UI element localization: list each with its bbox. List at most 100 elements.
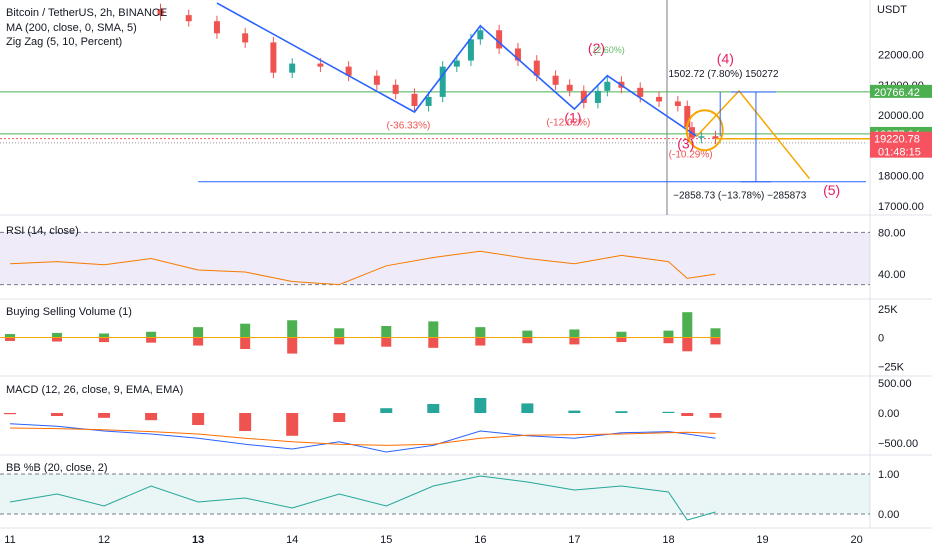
volume-sell-bar [663, 337, 674, 344]
candle-body [477, 30, 484, 40]
volume-sell-bar [428, 337, 439, 348]
macd-histogram-bar [662, 411, 675, 413]
rsi-pane[interactable]: 80.00 40.00 [0, 227, 906, 286]
candle-body [289, 63, 296, 73]
time-tick-label: 15 [380, 534, 392, 546]
volume-buy-bar [146, 331, 157, 338]
wave-label: (4) [717, 51, 734, 67]
volume-sell-bar [287, 337, 298, 354]
candle-body [514, 48, 521, 61]
bb-legend[interactable]: BB %B (20, close, 2) [6, 462, 108, 474]
candle-body [453, 60, 460, 67]
rsi-line [9, 250, 716, 286]
candle-body [637, 87, 644, 97]
time-tick-label: 11 [4, 534, 15, 546]
time-tick-label: 12 [98, 534, 110, 546]
volume-buy-bar [52, 332, 63, 338]
candle-body [242, 33, 249, 43]
macd-histogram-bar [239, 413, 252, 431]
volume-sell-bar [146, 337, 157, 343]
price-level-label: 19220.78 [874, 134, 920, 146]
volume-sell-bar [569, 337, 580, 345]
volume-buy-bar [193, 327, 204, 338]
time-axis[interactable]: 11 12 13 14 15 16 17 18 19 20 [4, 534, 862, 546]
macd-signal-line [9, 427, 716, 446]
bb-band [0, 474, 870, 514]
time-tick-label: 14 [286, 534, 298, 546]
volume-sell-bar [475, 337, 486, 346]
volume-legend[interactable]: Buying Selling Volume (1) [6, 306, 132, 318]
candle-body [656, 96, 663, 102]
candle-body [566, 84, 573, 91]
volume-buy-bar [710, 328, 721, 338]
volume-buy-bar [287, 320, 298, 338]
macd-legend[interactable]: MACD (12, 26, close, 9, EMA, EMA) [6, 384, 183, 396]
candle-body [712, 136, 719, 139]
bb-tick-label: 0.00 [878, 509, 899, 521]
volume-sell-bar [334, 337, 345, 345]
macd-histogram-bar [192, 413, 205, 425]
candle-body [604, 81, 611, 91]
macd-histogram-bar [333, 413, 346, 422]
volume-buy-bar [663, 330, 674, 338]
volume-buy-bar [381, 326, 392, 338]
macd-line [9, 423, 716, 453]
volume-buy-bar [569, 329, 580, 338]
candle-body [373, 75, 380, 85]
volume-buy-bar [99, 333, 110, 338]
candle-body [411, 93, 418, 106]
macd-histogram-bar [427, 404, 440, 413]
time-tick-label: 13 [192, 534, 204, 546]
volume-sell-bar [99, 337, 110, 343]
price-pane[interactable]: 22000.0021000.0020000.0018000.0017000.00… [0, 2, 932, 213]
bb-pane[interactable]: 1.00 0.00 [0, 469, 899, 521]
wave-label: (5) [823, 182, 840, 198]
highlight-circle [685, 109, 724, 152]
volume-pane[interactable]: 25K 0 −25K [0, 304, 905, 374]
price-tick-label: 22000.00 [878, 50, 924, 62]
rsi-legend[interactable]: RSI (14, close) [6, 225, 79, 237]
candle-body [467, 39, 474, 61]
candle-body [580, 90, 587, 103]
volume-buy-bar [475, 327, 486, 338]
bb-line [9, 475, 716, 521]
volume-sell-bar [5, 337, 15, 341]
volume-sell-bar [682, 337, 693, 352]
price-level-tag [870, 84, 932, 98]
volume-sell-bar [381, 337, 392, 347]
candle-body [496, 30, 503, 49]
volume-buy-bar [428, 321, 439, 338]
candle-body [185, 15, 192, 22]
ma-legend[interactable]: MA (200, close, 0, SMA, 5) [6, 22, 137, 34]
rsi-tick-label: 80.00 [878, 227, 906, 239]
price-tick-label: 17000.00 [878, 201, 924, 213]
volume-buy-bar [522, 330, 533, 338]
candle-body [157, 9, 164, 16]
measure-annotation: −2858.73 (−13.78%) −285873 [673, 190, 807, 201]
candle-body [425, 96, 432, 106]
price-level-label: 20766.42 [874, 87, 920, 99]
macd-histogram-bar [568, 410, 581, 413]
projection-line [696, 89, 811, 180]
countdown-label: 01:48:15 [878, 147, 921, 159]
candle-body [439, 66, 446, 97]
candle-body [594, 90, 601, 103]
candle-body [270, 42, 277, 73]
macd-pane[interactable]: 500.00 0.00 −500.00 [4, 378, 918, 453]
candle-body [533, 60, 540, 76]
price-level-tag [870, 131, 932, 158]
symbol-title[interactable]: Bitcoin / TetherUS, 2h, BINANCE [6, 7, 167, 19]
macd-histogram-bar [380, 408, 393, 413]
volume-buy-bar [240, 323, 251, 338]
candle-body [392, 84, 399, 94]
volume-sell-bar [193, 337, 204, 346]
candle-body [674, 101, 681, 106]
zigzag-legend[interactable]: Zig Zag (5, 10, Percent) [6, 36, 122, 48]
price-tick-label: 18000.00 [878, 171, 924, 183]
wave-label: (3) [677, 135, 694, 151]
zigzag-percent-label: (-36.33%) [386, 121, 430, 132]
macd-histogram-bar [709, 413, 722, 418]
macd-tick-label: −500.00 [878, 438, 918, 450]
time-tick-label: 19 [756, 534, 768, 546]
zigzag-percent-label: (-10.29%) [669, 149, 713, 160]
